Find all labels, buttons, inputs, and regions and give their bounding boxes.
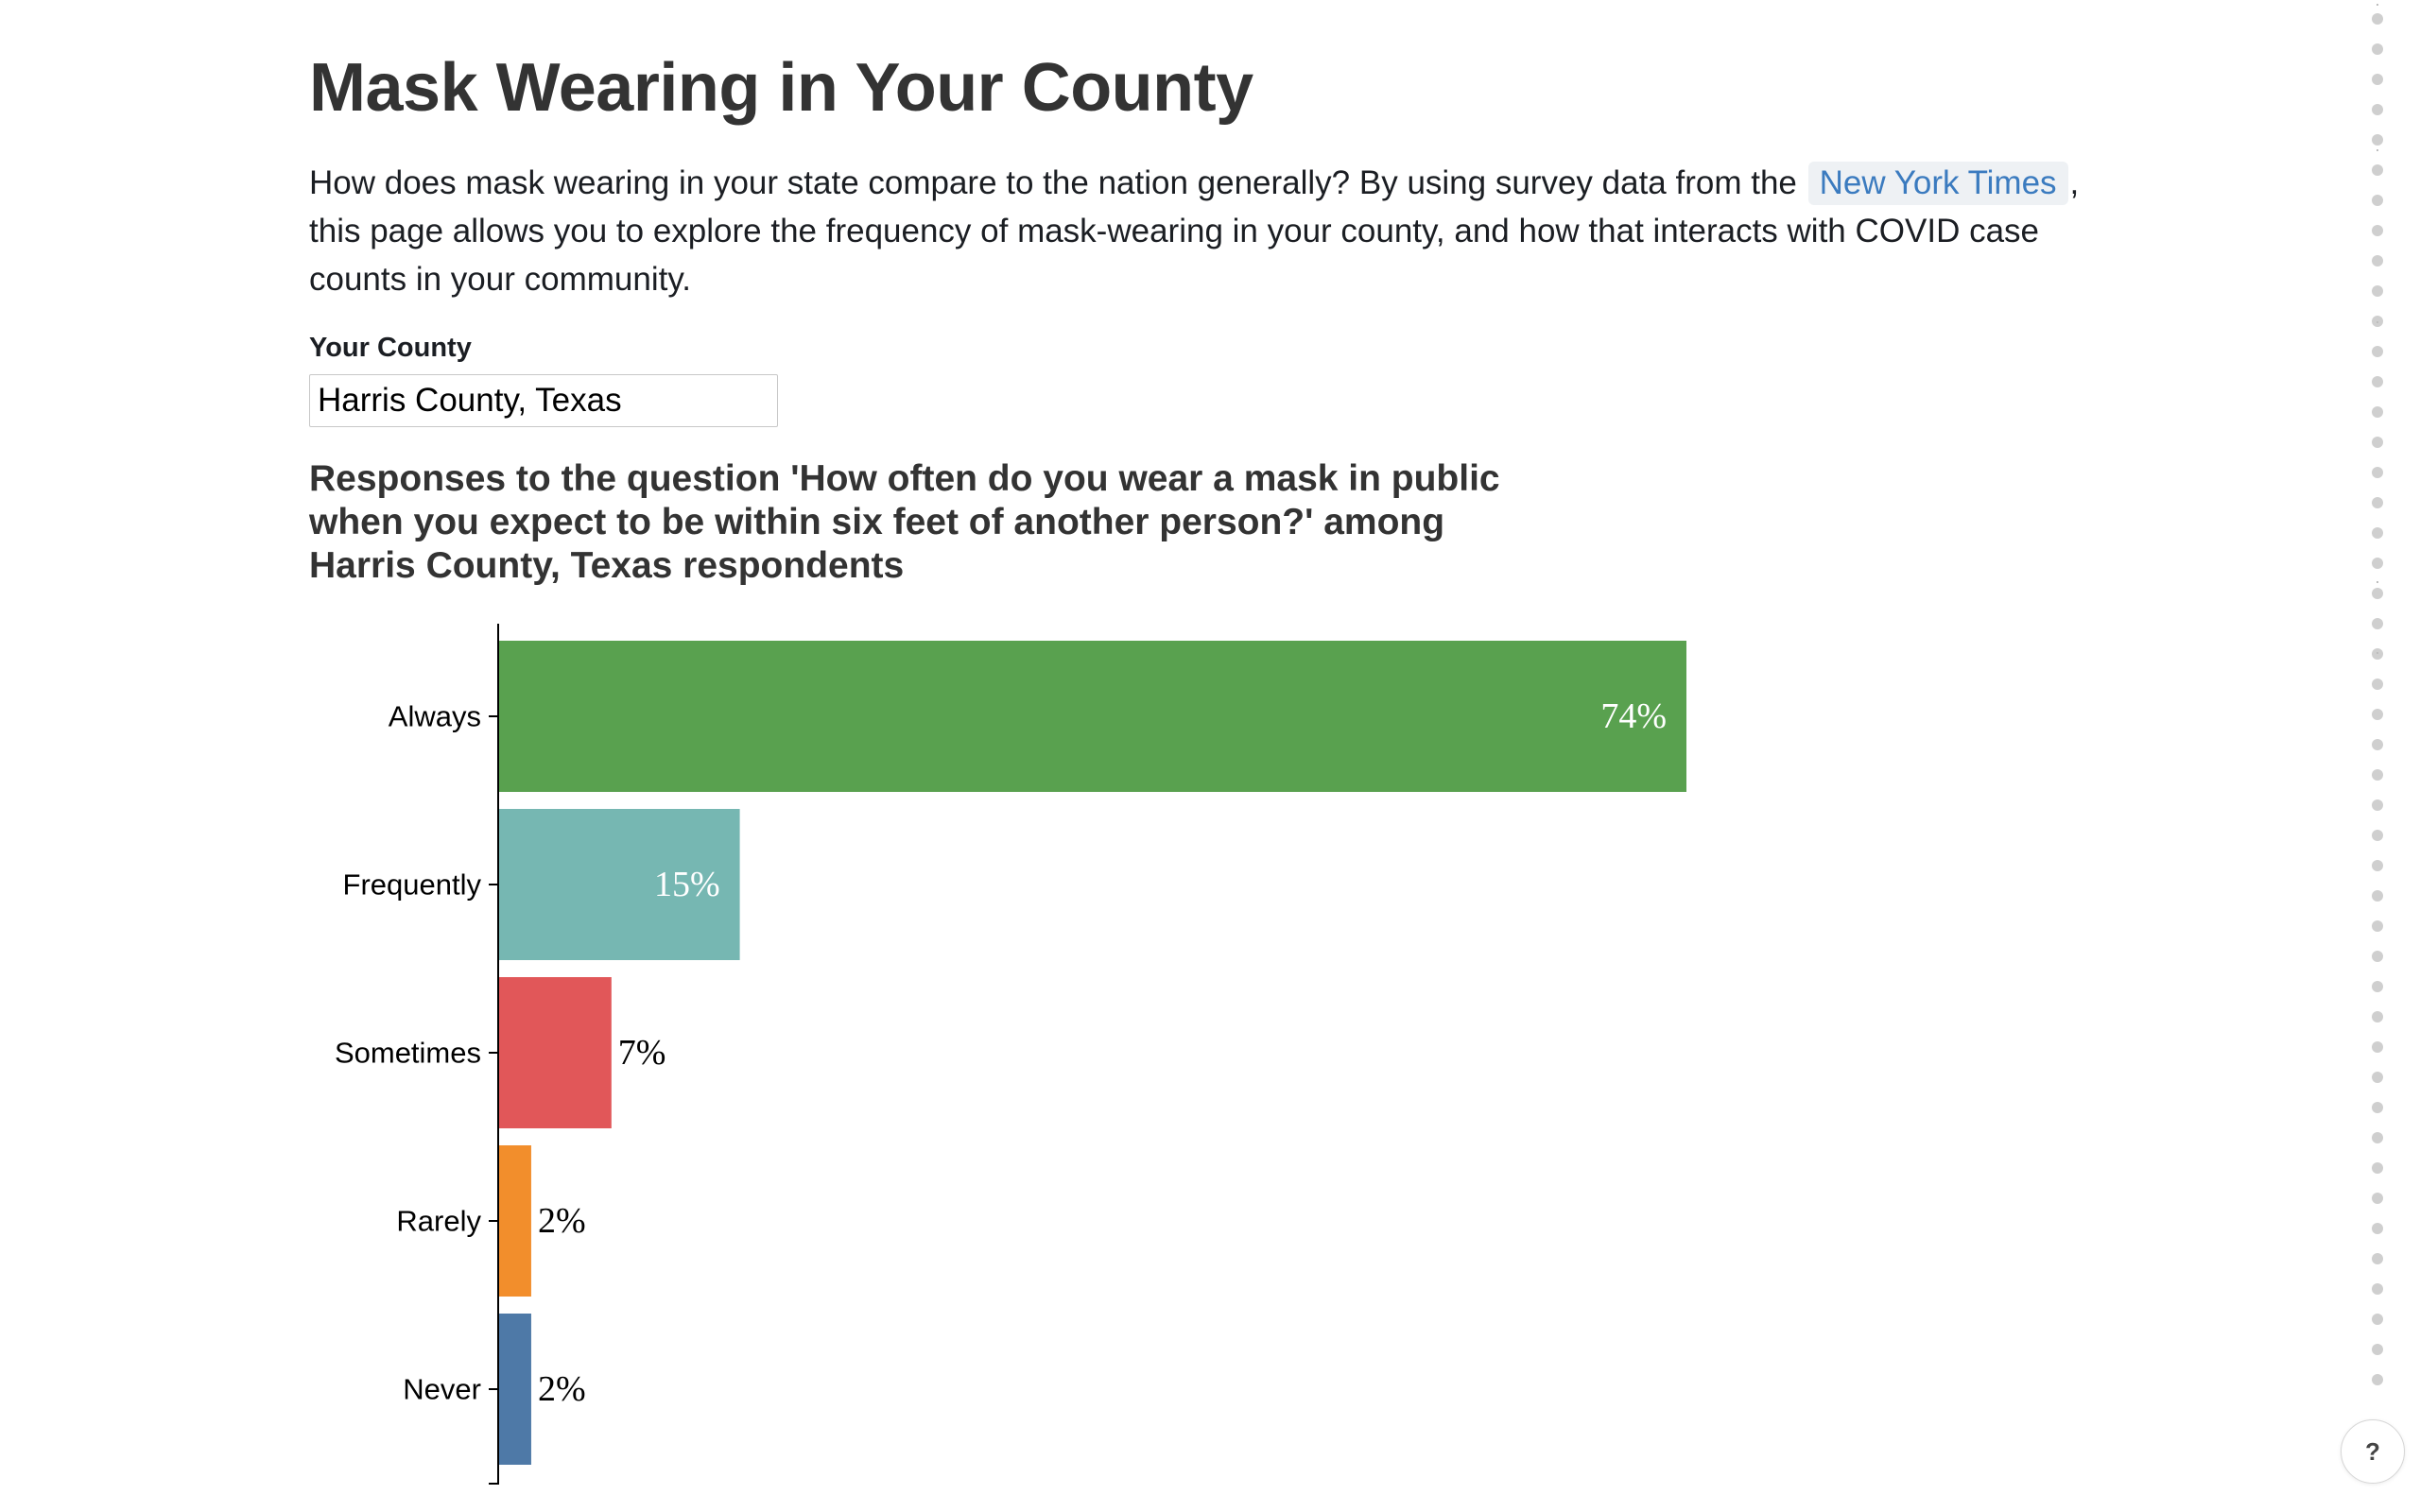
rail-dot[interactable] <box>2372 981 2383 992</box>
rail-dot[interactable] <box>2372 920 2383 932</box>
y-tick-label-rarely: Rarely <box>396 1205 481 1238</box>
rail-dot[interactable] <box>2372 467 2383 478</box>
bar-rarely[interactable] <box>499 1145 531 1297</box>
bar-never[interactable] <box>499 1314 531 1465</box>
y-tick-label-always: Always <box>389 700 481 733</box>
rail-dot[interactable] <box>2372 74 2383 85</box>
rail-dot[interactable] <box>2372 1223 2383 1234</box>
data-label-sometimes: 7% <box>618 1033 666 1073</box>
rail-dot[interactable] <box>2372 588 2383 599</box>
rail-dot[interactable] <box>2372 1072 2383 1083</box>
rail-dot[interactable] <box>2372 1374 2383 1385</box>
rail-dot[interactable] <box>2372 648 2383 660</box>
chart-title: Responses to the question 'How often do … <box>309 458 1500 586</box>
help-button[interactable]: ? <box>2341 1419 2405 1484</box>
rail-dot[interactable] <box>2372 1011 2383 1022</box>
county-input[interactable] <box>309 374 778 427</box>
rail-dot[interactable] <box>2372 1344 2383 1355</box>
rail-dot[interactable] <box>2372 437 2383 448</box>
rail-dot[interactable] <box>2372 890 2383 902</box>
data-label-always: 74% <box>1600 696 1667 736</box>
bar-sometimes[interactable] <box>499 977 612 1128</box>
rail-dot[interactable] <box>2372 1283 2383 1295</box>
rail-tick <box>2377 652 2378 654</box>
data-label-rarely: 2% <box>538 1201 586 1241</box>
rail-dot[interactable] <box>2372 1132 2383 1143</box>
rail-dot[interactable] <box>2372 1253 2383 1264</box>
rail-dot[interactable] <box>2372 769 2383 781</box>
county-label: Your County <box>309 333 472 363</box>
rail-dot[interactable] <box>2372 255 2383 266</box>
rail-dot[interactable] <box>2372 830 2383 841</box>
rail-dot[interactable] <box>2372 376 2383 387</box>
rail-dot[interactable] <box>2372 679 2383 690</box>
intro-paragraph: How does mask wearing in your state comp… <box>309 159 2086 303</box>
minimap-rail[interactable] <box>2363 0 2392 1399</box>
rail-dot[interactable] <box>2372 860 2383 871</box>
rail-dot[interactable] <box>2372 1041 2383 1053</box>
rail-dot[interactable] <box>2372 43 2383 55</box>
y-tick-label-frequently: Frequently <box>343 868 482 902</box>
rail-dot[interactable] <box>2372 13 2383 25</box>
rail-dot[interactable] <box>2372 1102 2383 1113</box>
rail-tick <box>2377 581 2378 583</box>
intro-text-after: , this page allows you to explore the fr… <box>309 164 2080 298</box>
rail-dot[interactable] <box>2372 134 2383 146</box>
bar-frequently[interactable] <box>499 809 740 960</box>
data-label-frequently: 15% <box>654 865 720 904</box>
rail-dot[interactable] <box>2372 1314 2383 1325</box>
rail-dot[interactable] <box>2372 1162 2383 1174</box>
mask-frequency-bar-chart: Always 74% Frequently 15% Sometimes 7% Rarely 2… <box>335 624 1686 1485</box>
rail-dot[interactable] <box>2372 497 2383 508</box>
rail-dot[interactable] <box>2372 799 2383 811</box>
page-title: Mask Wearing in Your County <box>309 50 1253 126</box>
rail-tick <box>2377 149 2378 151</box>
rail-dot[interactable] <box>2372 225 2383 236</box>
rail-dot[interactable] <box>2372 104 2383 115</box>
y-tick-label-never: Never <box>403 1373 481 1406</box>
rail-dot[interactable] <box>2372 709 2383 720</box>
rail-dot[interactable] <box>2372 164 2383 176</box>
rail-dot[interactable] <box>2372 739 2383 750</box>
rail-dot[interactable] <box>2372 618 2383 629</box>
rail-dot[interactable] <box>2372 558 2383 569</box>
rail-dot[interactable] <box>2372 1193 2383 1204</box>
rail-tick <box>2377 321 2378 323</box>
y-tick-label-sometimes: Sometimes <box>335 1037 481 1070</box>
rail-dot[interactable] <box>2372 406 2383 418</box>
new-york-times-link[interactable]: New York Times <box>1807 162 2068 205</box>
rail-dot[interactable] <box>2372 951 2383 962</box>
rail-tick <box>2377 4 2378 6</box>
rail-dot[interactable] <box>2372 285 2383 297</box>
rail-dot[interactable] <box>2372 195 2383 206</box>
bar-always[interactable] <box>499 641 1686 792</box>
rail-dot[interactable] <box>2372 527 2383 539</box>
data-label-never: 2% <box>538 1369 586 1409</box>
intro-text-before: How does mask wearing in your state comp… <box>309 164 1797 201</box>
rail-dot[interactable] <box>2372 346 2383 357</box>
